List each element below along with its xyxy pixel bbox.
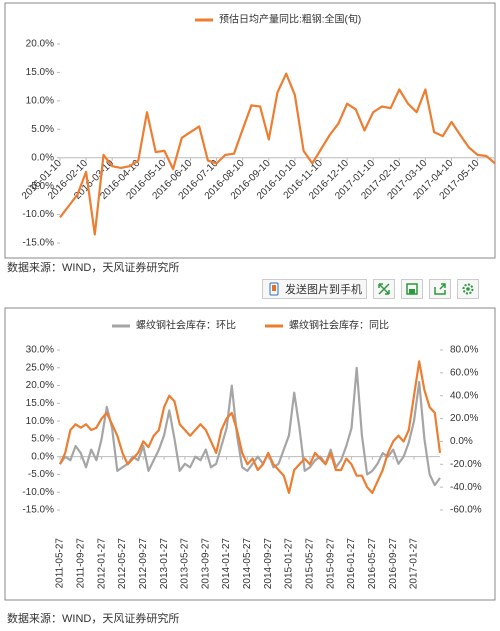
y-tick-label: 25.0% [26,362,54,373]
series-line [59,366,441,487]
x-tick-label: 2012-01-27 [96,538,107,590]
y2-tick-label: 0.0% [450,436,473,447]
chart-frame [4,307,496,601]
y2-tick-label: 60.0% [450,367,478,378]
y-tick-label: 20.0% [26,39,54,50]
x-tick-label: 2013-01-27 [159,538,170,590]
y-tick-label: -5.0% [28,469,54,480]
expand-icon[interactable] [373,279,395,299]
settings-glyph [462,283,474,295]
phone-icon [269,282,279,296]
send-button-label: 发送图片到手机 [285,284,362,296]
y-tick-label: -5.0% [28,181,54,192]
x-tick-label: 2012-09-27 [138,538,149,590]
toolbar: 发送图片到手机 [262,278,495,300]
send-button[interactable]: 发送图片到手机 [262,279,367,299]
series-line [58,360,442,494]
x-tick-label: 2012-05-27 [117,538,128,590]
legend-label: 螺纹钢社会库存：同比 [289,319,389,332]
x-tick-label: 2011-05-27 [55,538,66,589]
x-tick-label: 2015-09-27 [325,538,336,590]
save-icon[interactable] [401,279,423,299]
y2-tick-label: 20.0% [450,413,478,424]
share-icon[interactable] [429,279,451,299]
source-note: 数据来源：WIND，天风证券研究所 [7,611,179,625]
y2-tick-label: 80.0% [450,345,478,356]
y-tick-label: 5.0% [31,124,54,135]
series-line [59,72,496,236]
x-tick-label: 2013-05-27 [180,538,191,590]
chart-frame [4,2,496,259]
y-tick-label: 5.0% [31,434,54,445]
y2-tick-label: 40.0% [450,390,478,401]
y2-tick-label: -40.0% [450,482,482,493]
y-tick-label: 15.0% [26,398,54,409]
x-tick-label: 2016-05-27 [367,538,378,590]
x-tick-label: 2016-01-27 [346,538,357,590]
y2-tick-label: -20.0% [450,459,482,470]
x-tick-label: 2015-05-27 [305,538,316,590]
share-glyph [434,283,446,295]
x-tick-label: 2011-09-27 [75,538,86,589]
save-glyph [406,283,418,295]
legend-label: 预估日均产量同比:粗钢:全国(旬) [219,13,361,26]
y-tick-label: -15.0% [22,238,54,249]
x-tick-label: 2013-09-27 [200,538,211,590]
y-tick-label: -10.0% [22,209,54,220]
y-tick-label: 15.0% [26,67,54,78]
y-tick-label: 10.0% [26,95,54,106]
y-tick-label: 0.0% [31,152,54,163]
x-tick-label: 2014-05-27 [242,538,253,590]
expand-glyph [378,283,390,295]
y-tick-label: 10.0% [26,416,54,427]
settings-icon[interactable] [457,279,479,299]
y-tick-label: -15.0% [22,505,54,516]
x-tick-label: 2017-01-27 [409,538,420,590]
y-tick-label: 30.0% [26,345,54,356]
x-tick-label: 2014-09-27 [263,538,274,590]
x-tick-label: 2014-01-27 [221,538,232,590]
x-tick-label: 2015-01-27 [284,538,295,590]
x-tick-label: 2016-09-27 [388,538,399,590]
legend-label: 螺纹钢社会库存：环比 [136,319,236,332]
source-note: 数据来源：WIND，天风证券研究所 [7,260,179,274]
y-tick-label: -10.0% [22,487,54,498]
y-tick-label: 20.0% [26,380,54,391]
y-tick-label: 0.0% [31,451,54,462]
y2-tick-label: -60.0% [450,505,482,516]
